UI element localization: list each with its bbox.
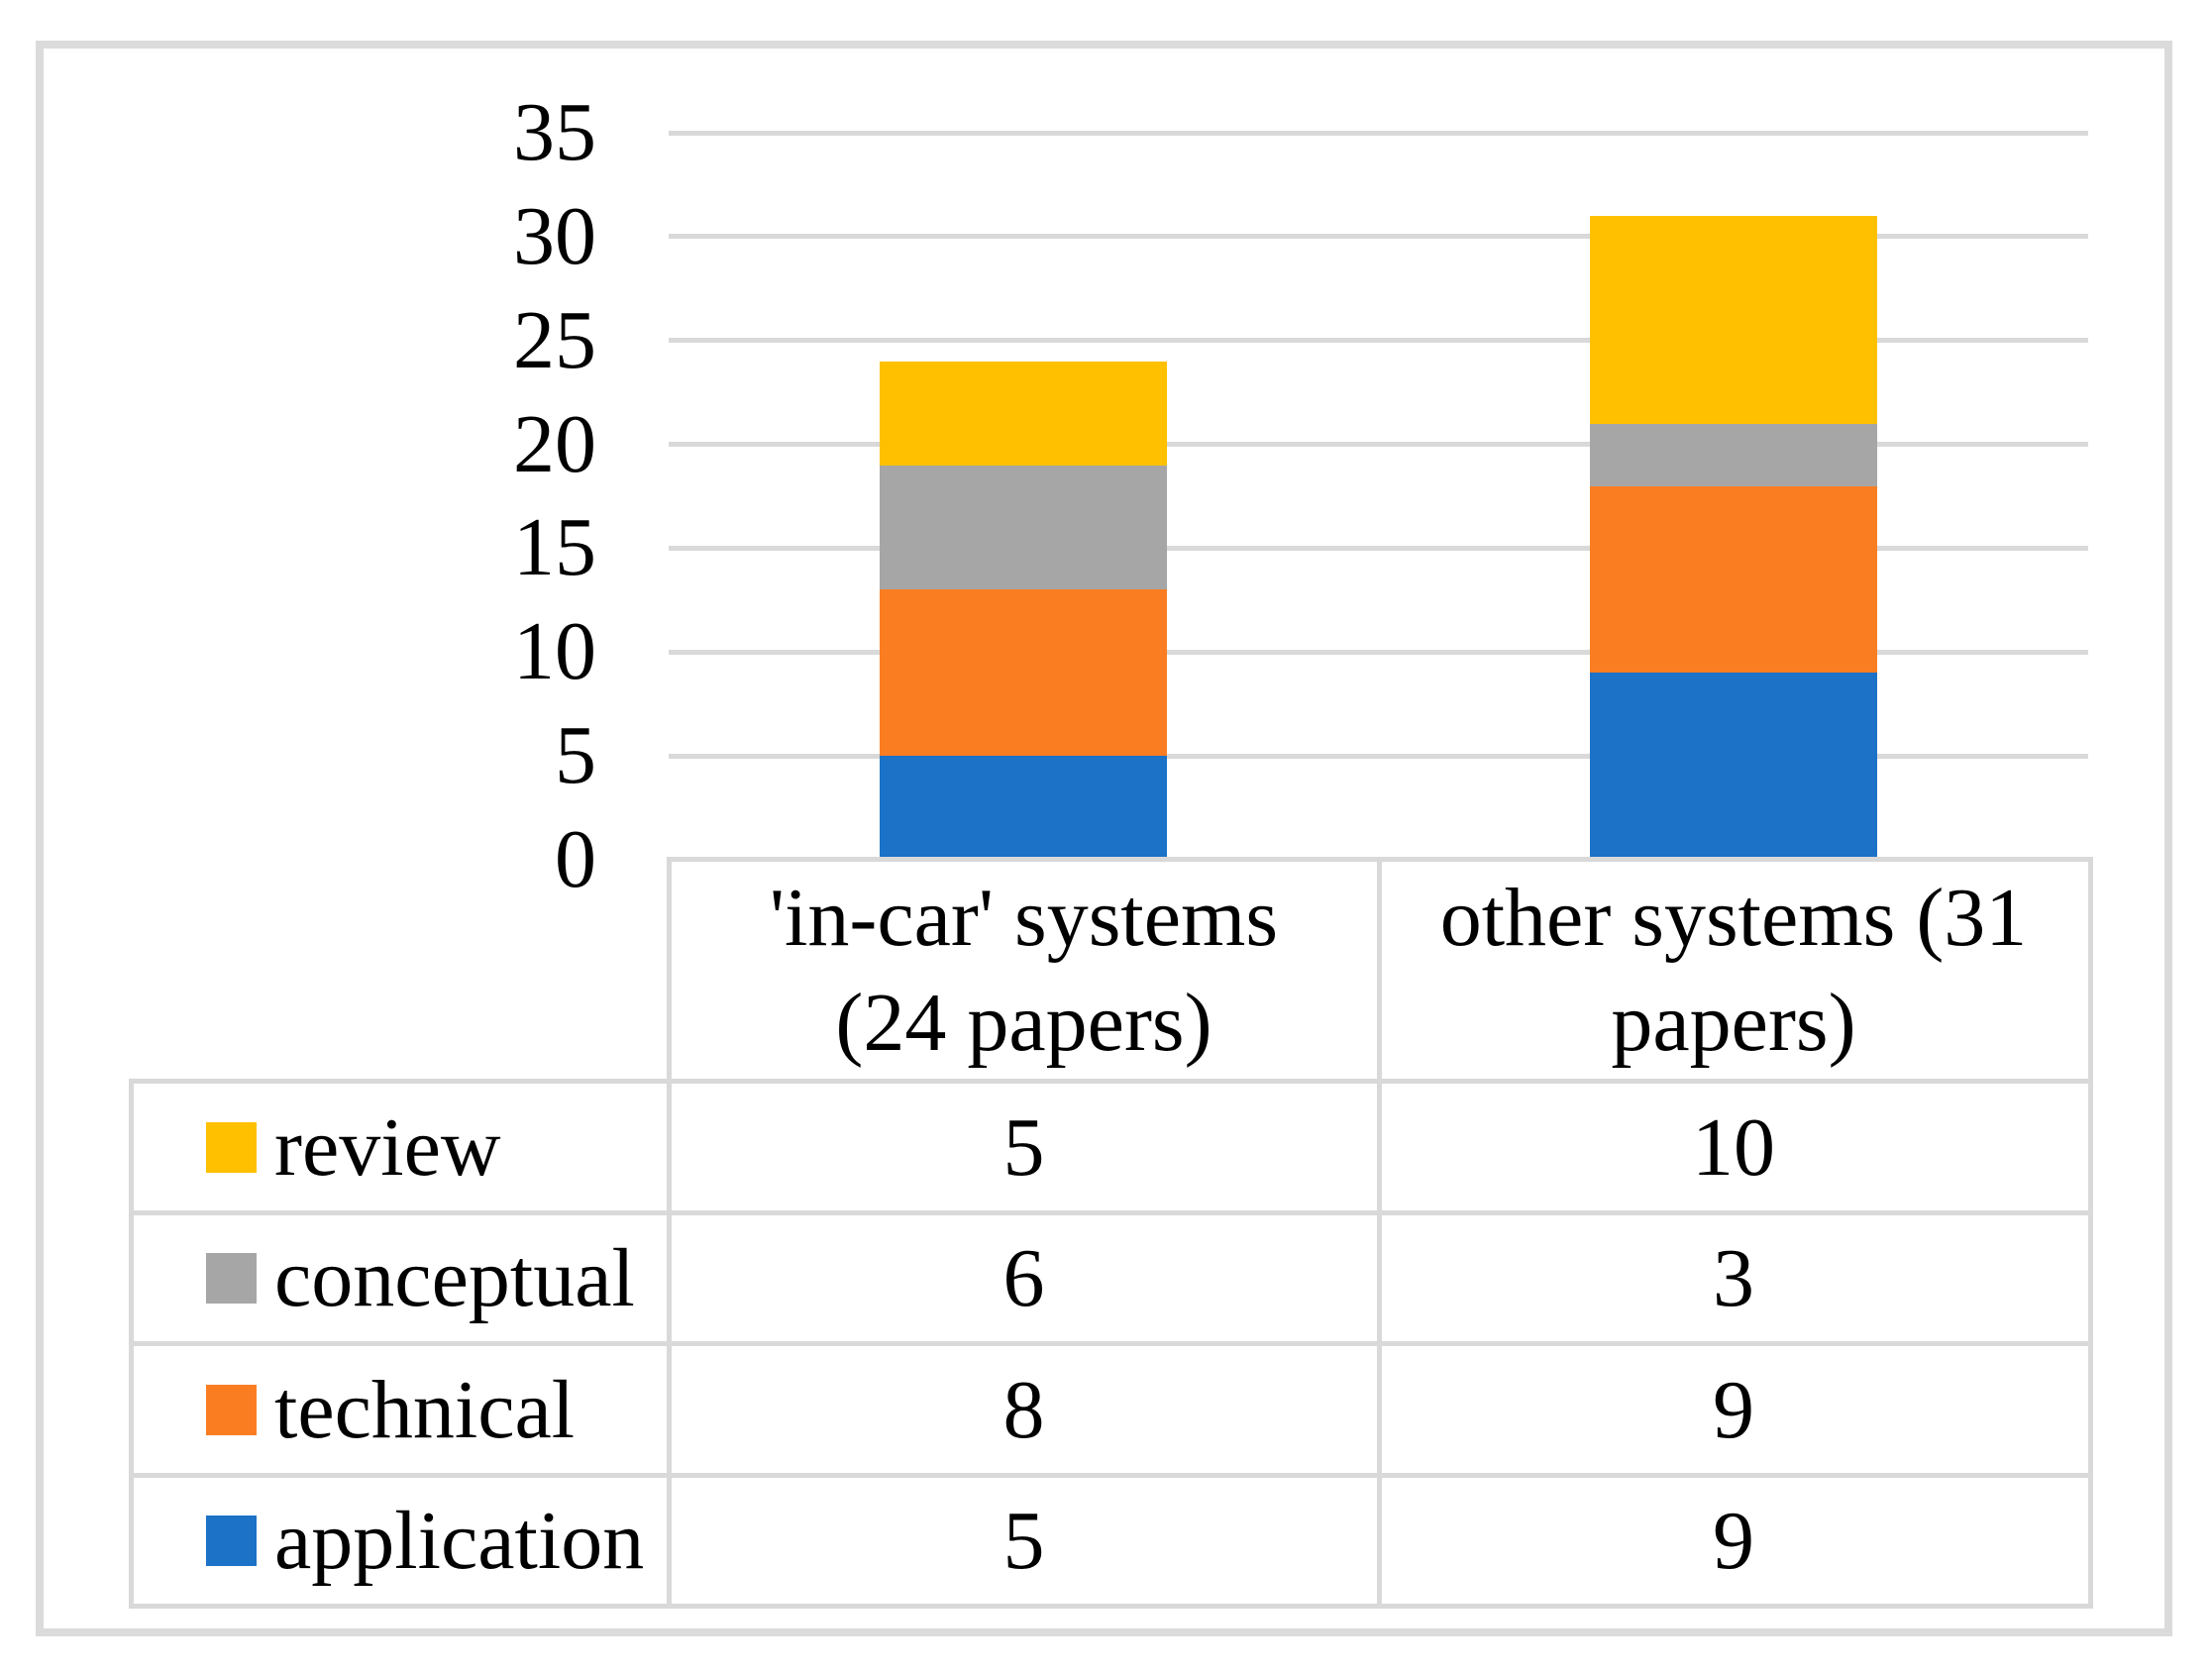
table-cell-conceptual-incar: 6 <box>1002 1232 1045 1324</box>
gridline-30 <box>669 234 2088 240</box>
table-cell-technical-incar: 8 <box>1002 1363 1045 1456</box>
legend-label: review <box>274 1100 501 1194</box>
table-border-col <box>667 857 672 1609</box>
bar-segment-application-0 <box>880 756 1167 860</box>
table-cell-application-incar: 5 <box>1002 1495 1045 1587</box>
table-border-right <box>2088 857 2093 1609</box>
application-swatch <box>206 1516 257 1566</box>
legend-label: technical <box>274 1363 576 1456</box>
gridline-15 <box>669 545 2088 551</box>
table-border-row <box>129 1079 2093 1084</box>
y-axis-tick-label-0: 0 <box>555 813 596 905</box>
legend-item-application: application <box>129 1475 669 1607</box>
table-cell-review-other: 10 <box>1692 1100 1775 1194</box>
gridline-35 <box>669 130 2088 136</box>
bar-segment-technical-0 <box>880 589 1167 757</box>
bar-segment-conceptual-0 <box>880 465 1167 590</box>
legend-item-review: review <box>129 1082 669 1212</box>
table-cell-review-incar: 5 <box>1002 1100 1045 1194</box>
bar-segment-review-1 <box>1590 215 1877 424</box>
table-header-other-systems: other systems (31 papers) <box>1379 860 2088 1082</box>
legend-item-conceptual: conceptual <box>129 1212 669 1344</box>
gridline-10 <box>669 649 2088 655</box>
table-cell-technical-other: 9 <box>1713 1363 1754 1456</box>
gridline-20 <box>669 442 2088 448</box>
y-axis-tick-label-20: 20 <box>513 397 596 490</box>
y-axis-tick-label-10: 10 <box>513 605 596 698</box>
table-border-row <box>129 1210 2093 1215</box>
table-border-left <box>129 1079 134 1609</box>
table-border-col <box>1377 857 1382 1609</box>
table-border-row <box>129 1341 2093 1346</box>
table-cell-conceptual-other: 3 <box>1713 1232 1754 1324</box>
table-header-in-car-systems: 'in-car' systems (24 papers) <box>669 860 1379 1082</box>
bar-segment-application-1 <box>1590 673 1877 860</box>
header-line: other systems (31 <box>1439 872 2028 964</box>
legend-item-technical: technical <box>129 1344 669 1475</box>
table-border-bottom <box>129 1604 2093 1609</box>
y-axis-tick-label-35: 35 <box>513 86 596 178</box>
bar-segment-technical-1 <box>1590 485 1877 674</box>
bar-segment-review-0 <box>880 361 1167 466</box>
y-axis-tick-label-30: 30 <box>513 189 596 282</box>
y-axis-tick-label-5: 5 <box>555 709 596 802</box>
review-swatch <box>206 1121 257 1173</box>
legend-label: application <box>274 1495 645 1587</box>
gridline-5 <box>669 753 2088 759</box>
table-border-row <box>129 1473 2093 1478</box>
conceptual-swatch <box>206 1253 257 1304</box>
gridline-25 <box>669 338 2088 344</box>
y-axis-tick-label-15: 15 <box>513 501 596 594</box>
bar-segment-conceptual-1 <box>1590 423 1877 486</box>
y-axis-tick-label-25: 25 <box>513 293 596 386</box>
legend-label: conceptual <box>274 1232 635 1324</box>
technical-swatch <box>206 1384 257 1435</box>
figure-border <box>36 41 2172 1636</box>
header-line: papers) <box>1611 977 1856 1069</box>
header-line: (24 papers) <box>835 977 1212 1069</box>
table-cell-application-other: 9 <box>1713 1495 1754 1587</box>
header-line: 'in-car' systems <box>769 872 1279 964</box>
